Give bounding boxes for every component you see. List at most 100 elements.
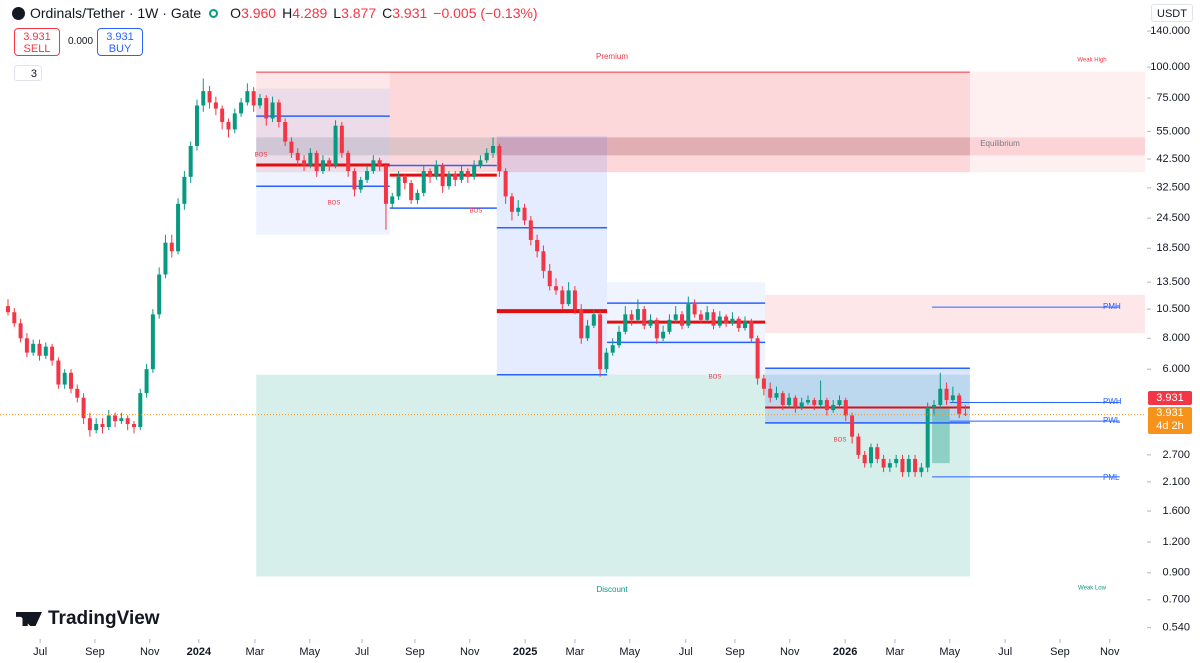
candle-body — [314, 152, 319, 172]
candle-body — [239, 102, 244, 114]
candle-body — [264, 98, 269, 119]
candle-body — [705, 312, 710, 320]
ohlc-key: L — [333, 5, 342, 21]
x-tick-label: 2026 — [833, 646, 857, 658]
spread: 0.000 — [68, 36, 94, 47]
sell-button[interactable]: 3.931 SELL — [14, 28, 60, 56]
candle-body — [207, 91, 212, 103]
y-tick-label: 0.900 — [1162, 567, 1190, 579]
candle-body — [730, 318, 735, 324]
bid-tag: 3.931 — [1148, 391, 1192, 405]
x-tick-label: Sep — [85, 646, 105, 658]
x-tick-label: May — [299, 646, 320, 658]
indicator-count: 3 — [30, 68, 37, 80]
candle-body — [440, 165, 445, 187]
y-tick-label: 13.500 — [1156, 276, 1190, 288]
candle-body — [680, 314, 685, 326]
candle-body — [673, 314, 678, 320]
candle-body — [850, 415, 855, 437]
candles — [0, 78, 1145, 477]
buy-button[interactable]: 3.931 BUY — [97, 28, 143, 56]
candle-body — [824, 400, 829, 411]
candle-body — [629, 314, 634, 320]
bos-label: BOS — [255, 153, 268, 159]
indicator-toggle[interactable]: 3 — [14, 65, 42, 81]
candle-body — [213, 102, 218, 109]
candle-body — [396, 176, 401, 197]
x-tick-label: May — [619, 646, 640, 658]
candle-body — [415, 192, 420, 201]
candle-body — [868, 447, 873, 464]
candle-body — [194, 105, 199, 146]
candle-body — [497, 145, 502, 172]
candle-body — [528, 220, 533, 240]
x-tick-label: Nov — [460, 646, 480, 658]
x-tick-label: 2025 — [513, 646, 537, 658]
zone — [496, 136, 608, 375]
candle-body — [793, 397, 798, 408]
candle-body — [900, 458, 905, 473]
x-tick-label: Nov — [140, 646, 160, 658]
candle-body — [390, 196, 395, 204]
candle-body — [18, 323, 23, 339]
candle-body — [434, 165, 439, 177]
candle-body — [717, 316, 722, 326]
y-tick-label: 2.700 — [1162, 449, 1190, 461]
candle-body — [446, 173, 451, 187]
candle-body — [257, 98, 262, 106]
candle-body — [484, 152, 489, 161]
candle-body — [931, 404, 936, 408]
candle-body — [295, 152, 300, 161]
candle-body — [944, 388, 949, 401]
candle-body — [862, 454, 867, 464]
x-tick-label: 2024 — [187, 646, 212, 658]
candle-body — [743, 320, 748, 329]
candle-body — [572, 290, 577, 310]
buy-label: BUY — [108, 43, 132, 55]
candle-body — [516, 207, 521, 212]
candle-body — [894, 458, 899, 464]
zone — [765, 294, 1145, 334]
annotation: Weak Low — [1078, 586, 1107, 592]
candle-body — [371, 160, 376, 172]
ohlc-key: H — [282, 5, 293, 21]
candle-body — [320, 160, 325, 172]
candle-body — [478, 160, 483, 166]
y-tick-label: 24.500 — [1156, 212, 1190, 224]
candle-body — [75, 388, 80, 398]
candle-body — [201, 91, 206, 106]
candle-body — [654, 319, 659, 339]
candle-body — [402, 176, 407, 183]
candle-body — [144, 369, 149, 394]
level-label: PWH — [1103, 397, 1122, 406]
candle-body — [554, 286, 559, 291]
y-tick-label: 2.100 — [1162, 476, 1190, 488]
level-label: PML — [1103, 473, 1120, 482]
candle-body — [339, 125, 344, 153]
price-tag-value: 3.931 — [1156, 407, 1184, 419]
candle-body — [365, 171, 370, 180]
candle-body — [541, 251, 546, 271]
x-tick-label: Mar — [885, 646, 904, 658]
ohlc-value: 3.931 — [392, 5, 428, 21]
candle-body — [113, 415, 118, 422]
x-tick-label: Nov — [1100, 646, 1120, 658]
zone — [256, 71, 970, 173]
candle-body — [465, 171, 470, 177]
logo-mark — [16, 612, 42, 626]
candle-body — [950, 395, 955, 401]
candle-body — [119, 418, 124, 422]
candle-body — [87, 418, 92, 431]
y-tick-label: 0.700 — [1162, 594, 1190, 606]
y-tick-label: 6.000 — [1162, 363, 1190, 375]
candle-body — [169, 242, 174, 252]
x-tick-label: Jul — [679, 646, 693, 658]
candle-body — [31, 343, 36, 353]
currency-select[interactable]: USDT — [1151, 4, 1193, 22]
x-tick-label: Nov — [780, 646, 800, 658]
candle-body — [749, 320, 754, 339]
candle-body — [232, 113, 237, 130]
candle-body — [780, 393, 785, 405]
candle-body — [598, 314, 603, 370]
